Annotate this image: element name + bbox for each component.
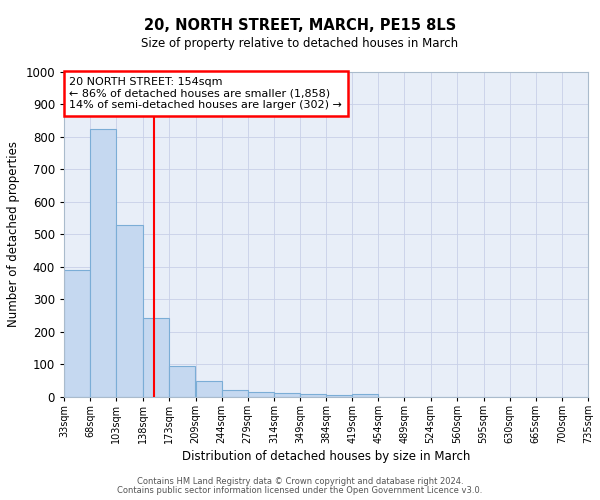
- Bar: [326, 395, 352, 397]
- Bar: [274, 393, 300, 397]
- Bar: [143, 318, 169, 397]
- Bar: [221, 390, 248, 397]
- Bar: [90, 129, 116, 397]
- Bar: [300, 394, 326, 397]
- Bar: [64, 270, 90, 397]
- X-axis label: Distribution of detached houses by size in March: Distribution of detached houses by size …: [182, 450, 470, 463]
- Bar: [196, 380, 221, 397]
- Text: 20, NORTH STREET, MARCH, PE15 8LS: 20, NORTH STREET, MARCH, PE15 8LS: [144, 18, 456, 32]
- Text: 20 NORTH STREET: 154sqm
← 86% of detached houses are smaller (1,858)
14% of semi: 20 NORTH STREET: 154sqm ← 86% of detache…: [70, 77, 342, 110]
- Bar: [116, 224, 143, 397]
- Bar: [352, 394, 379, 397]
- Text: Size of property relative to detached houses in March: Size of property relative to detached ho…: [142, 38, 458, 51]
- Bar: [169, 366, 195, 397]
- Text: Contains public sector information licensed under the Open Government Licence v3: Contains public sector information licen…: [118, 486, 482, 495]
- Y-axis label: Number of detached properties: Number of detached properties: [7, 142, 20, 328]
- Bar: [248, 392, 274, 397]
- Text: Contains HM Land Registry data © Crown copyright and database right 2024.: Contains HM Land Registry data © Crown c…: [137, 477, 463, 486]
